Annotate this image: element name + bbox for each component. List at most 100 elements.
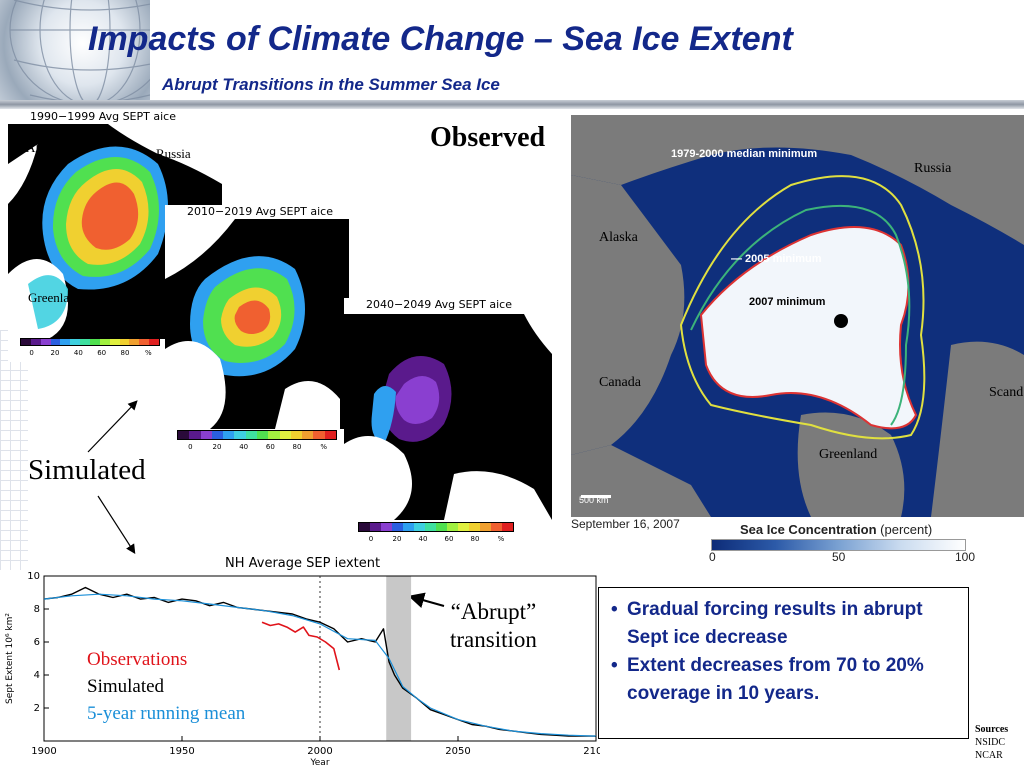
abrupt-transition-label: “Abrupt” transition <box>450 599 537 652</box>
x-tick-label: 1950 <box>169 746 194 757</box>
legend-simulated: Simulated <box>87 676 165 697</box>
sea-ice-colorbar-tick: 100 <box>955 550 976 564</box>
y-tick-label: 2 <box>34 703 40 714</box>
colorbar-swatch <box>381 523 392 531</box>
colorbar-swatch <box>313 431 325 439</box>
extent-timeseries-chart: 1900 1950 2000 2050 2100 2 4 6 8 10 Year Sept Ext… <box>5 571 600 768</box>
model-colorbar <box>358 522 514 532</box>
y-axis-label: Sept Extent 10⁶ km² <box>5 613 15 704</box>
observations-line <box>261 621 341 671</box>
model-colorbar <box>177 430 337 440</box>
colorbar-tick-label: 20 <box>212 443 222 451</box>
min-2007-label: 2007 minimum <box>749 296 826 308</box>
globe-logo <box>0 0 150 108</box>
y-tick-label: 8 <box>34 604 40 615</box>
colorbar-swatch <box>302 431 314 439</box>
colorbar-swatch <box>403 523 414 531</box>
colorbar-swatch <box>436 523 447 531</box>
legend-observations: Observations <box>87 649 188 670</box>
sea-ice-colorbar-title: Sea Ice Concentration (percent) <box>740 522 933 537</box>
bullet-point: Gradual forcing results in abrupt Sept i… <box>611 596 960 652</box>
colorbar-swatch <box>480 523 491 531</box>
colorbar-swatch <box>60 339 71 345</box>
observed-place-alaska: Alaska <box>599 230 638 245</box>
colorbar-tick-label: 60 <box>265 443 275 451</box>
sea-ice-colorbar-tick: 50 <box>832 550 846 564</box>
map-place-greenland: Greenland <box>28 290 83 305</box>
colorbar-swatch <box>80 339 91 345</box>
observation-date: September 16, 2007 <box>571 517 680 531</box>
x-tick-label: 2100 <box>583 746 600 757</box>
colorbar-swatch <box>211 431 224 439</box>
chart-title: NH Average SEP iextent <box>225 556 381 571</box>
map-title: 2010−2019 Avg SEPT aice <box>187 205 333 218</box>
observed-place-scandinavia: Scand <box>989 385 1024 400</box>
colorbar-swatch <box>50 339 61 345</box>
sea-ice-colorbar <box>711 539 966 551</box>
colorbar-tick-label: 80 <box>120 349 130 357</box>
colorbar-swatch <box>90 339 100 345</box>
colorbar-tick-label: 0 <box>29 349 34 357</box>
bullet-point: Extent decreases from 70 to 20% coverage… <box>611 652 960 708</box>
colorbar-swatch <box>99 339 110 345</box>
colorbar-swatch <box>414 523 425 531</box>
page-subtitle: Abrupt Transitions in the Summer Sea Ice <box>162 75 500 94</box>
sources-note: Sources NSIDC NCAR <box>975 724 1009 761</box>
colorbar-tick-label: 40 <box>418 535 428 543</box>
colorbar-swatch <box>469 523 480 531</box>
colorbar-tick-label: 60 <box>97 349 107 357</box>
running-mean-line <box>43 593 597 737</box>
colorbar-swatch <box>30 339 41 345</box>
observed-place-canada: Canada <box>599 375 641 390</box>
colorbar-swatch <box>458 523 469 531</box>
observed-label: Observed <box>430 122 546 153</box>
colorbar-swatch <box>40 339 51 345</box>
colorbar-swatch <box>234 431 246 439</box>
colorbar-tick-label: 80 <box>292 443 302 451</box>
colorbar-tick-label: 40 <box>73 349 83 357</box>
decorative-grid <box>0 330 28 570</box>
colorbar-swatch <box>279 431 291 439</box>
observed-place-russia: Russia <box>914 161 952 176</box>
colorbar-swatch <box>324 431 336 439</box>
page-title: Impacts of Climate Change – Sea Ice Exte… <box>88 20 793 58</box>
colorbar-swatch <box>447 523 458 531</box>
observed-place-greenland: Greenland <box>819 447 878 462</box>
observed-sea-ice-map: Russia Alaska Canada Greenland Scand 197… <box>571 115 1024 517</box>
colorbar-swatch <box>359 523 370 531</box>
map-title: 1990−1999 Avg SEPT aice <box>30 110 176 123</box>
map-title: 2040−2049 Avg SEPT aice <box>366 298 512 311</box>
colorbar-swatch <box>256 431 269 439</box>
colorbar-swatch <box>119 339 130 345</box>
simulated-line <box>43 586 596 737</box>
median-minimum-label: 1979-2000 median minimum <box>671 148 818 160</box>
colorbar-swatch <box>491 523 502 531</box>
colorbar-swatch <box>21 339 31 345</box>
colorbar-tick-label: 40 <box>239 443 249 451</box>
colorbar-tick-label: 0 <box>368 535 374 543</box>
colorbar-swatch <box>223 431 235 439</box>
x-tick-label: 1900 <box>31 746 56 757</box>
x-axis-label: Year <box>309 758 329 768</box>
y-tick-label: 4 <box>34 670 40 681</box>
abrupt-transition-band <box>386 576 412 741</box>
x-tick-label: 2050 <box>445 746 470 757</box>
model-colorbar <box>20 338 160 346</box>
map-scale-label: 500 km <box>579 495 609 505</box>
colorbar-tick-label: 0 <box>188 443 193 451</box>
min-2005-label: — 2005 minimum <box>731 253 822 265</box>
colorbar-swatch <box>200 431 212 439</box>
colorbar-tick-label: % <box>320 443 327 451</box>
colorbar-swatch <box>245 431 257 439</box>
colorbar-swatch <box>290 431 303 439</box>
simulated-label: Simulated <box>28 454 146 486</box>
sea-ice-colorbar-tick: 0 <box>709 550 716 564</box>
colorbar-tick-label: % <box>145 349 152 357</box>
y-tick-label: 10 <box>27 571 40 582</box>
colorbar-swatch <box>425 523 436 531</box>
colorbar-swatch <box>129 339 140 345</box>
colorbar-swatch <box>189 431 201 439</box>
colorbar-swatch <box>109 339 120 345</box>
map-place-russia: Russia <box>156 146 191 161</box>
map-place-alaska: Alaska <box>26 140 63 155</box>
